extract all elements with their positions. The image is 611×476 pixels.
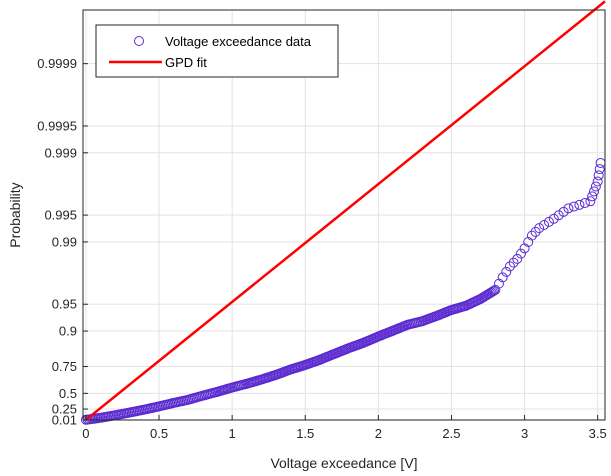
data-point bbox=[543, 216, 554, 227]
data-point bbox=[490, 284, 501, 295]
y-tick-label: 0.75 bbox=[52, 359, 77, 374]
series-layer bbox=[80, 0, 606, 425]
x-tick-label: 0 bbox=[82, 426, 89, 441]
data-point bbox=[594, 164, 605, 175]
legend: Voltage exceedance data GPD fit bbox=[95, 24, 339, 78]
x-tick-label: 2.5 bbox=[442, 426, 460, 441]
x-tick-label: 3 bbox=[521, 426, 528, 441]
data-point bbox=[501, 266, 512, 277]
data-point bbox=[508, 257, 519, 268]
legend-box bbox=[95, 24, 339, 78]
data-point bbox=[568, 201, 579, 212]
axis-ticks: 0 0.5 1 1.5 2 2.5 3 3.50.010.250.50.750.90.950.… bbox=[37, 56, 606, 441]
data-point bbox=[579, 198, 590, 209]
data-point bbox=[574, 199, 585, 210]
data-point bbox=[589, 186, 600, 197]
data-point bbox=[530, 226, 541, 237]
data-point bbox=[523, 236, 534, 247]
legend-marker-data bbox=[134, 36, 144, 46]
x-axis-label: Voltage exceedance [V] bbox=[270, 455, 417, 471]
data-point bbox=[519, 243, 530, 254]
data-point bbox=[534, 223, 545, 234]
data-point bbox=[493, 278, 504, 289]
y-tick-label: 0.25 bbox=[52, 402, 77, 417]
data-point bbox=[526, 230, 537, 241]
y-tick-label: 0.5 bbox=[59, 386, 77, 401]
x-tick-label: 0.5 bbox=[150, 426, 168, 441]
data-point bbox=[497, 272, 508, 283]
grid bbox=[83, 10, 605, 421]
legend-label-fit: GPD fit bbox=[165, 55, 207, 70]
y-tick-label: 0.995 bbox=[44, 208, 77, 223]
y-axis-label: Probability bbox=[7, 182, 23, 247]
data-point bbox=[512, 253, 523, 264]
data-point bbox=[489, 285, 500, 296]
y-tick-label: 0.01 bbox=[52, 412, 77, 427]
data-point bbox=[590, 181, 601, 192]
x-tick-label: 1.5 bbox=[296, 426, 314, 441]
data-point bbox=[592, 176, 603, 187]
gpd-fit-line bbox=[85, 0, 606, 421]
data-point bbox=[504, 261, 515, 272]
y-tick-label: 0.9999 bbox=[37, 56, 77, 71]
y-tick-label: 0.9 bbox=[59, 324, 77, 339]
y-tick-label: 0.9995 bbox=[37, 118, 77, 133]
data-point bbox=[487, 286, 498, 297]
y-tick-label: 0.99 bbox=[52, 234, 77, 249]
data-point bbox=[587, 191, 598, 202]
x-tick-label: 1 bbox=[229, 426, 236, 441]
data-point bbox=[515, 248, 526, 259]
legend-label-data: Voltage exceedance data bbox=[165, 34, 312, 49]
data-point bbox=[585, 196, 596, 207]
data-point bbox=[563, 203, 574, 214]
x-tick-label: 3.5 bbox=[589, 426, 607, 441]
y-tick-label: 0.999 bbox=[44, 145, 77, 160]
data-point bbox=[593, 170, 604, 181]
y-tick-label: 0.95 bbox=[52, 297, 77, 312]
x-tick-label: 2 bbox=[375, 426, 382, 441]
data-point bbox=[539, 220, 550, 231]
